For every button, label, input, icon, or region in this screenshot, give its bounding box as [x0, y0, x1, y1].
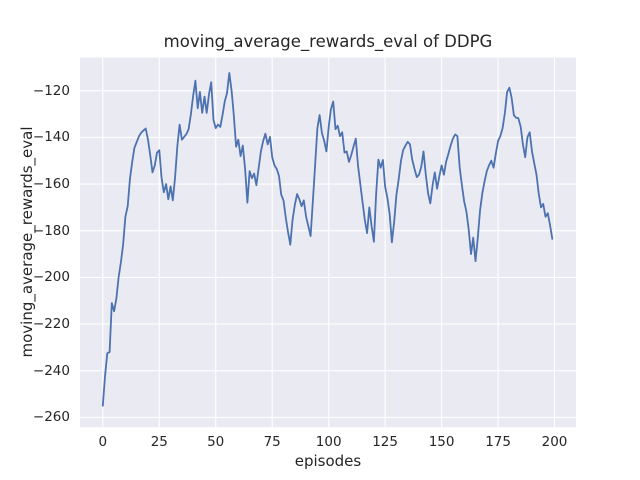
y-tick-label: −140 [32, 129, 70, 146]
y-tick-label: −200 [32, 269, 70, 286]
x-tick-label: 200 [541, 434, 568, 450]
x-tick-label: 0 [98, 434, 108, 450]
x-tick-label: 150 [428, 434, 455, 450]
y-tick-label: −260 [32, 409, 70, 426]
x-tick-label: 75 [263, 434, 281, 450]
chart-title: moving_average_rewards_eval of DDPG [163, 32, 493, 51]
y-tick-label: −120 [32, 82, 70, 99]
x-tick-label: 25 [150, 434, 168, 450]
y-tick-label: −160 [32, 176, 70, 193]
data-line [101, 72, 554, 407]
y-tick-label: −180 [32, 222, 70, 239]
x-axis-label: episodes [294, 452, 362, 470]
plot-area [80, 57, 576, 428]
x-tick-label: 175 [485, 434, 511, 450]
x-tick-label: 100 [315, 434, 342, 450]
y-tick-label: −220 [32, 316, 70, 333]
x-tick-label: 125 [372, 434, 398, 450]
x-tick-label: 50 [207, 434, 225, 450]
y-tick-label: −240 [32, 362, 70, 379]
